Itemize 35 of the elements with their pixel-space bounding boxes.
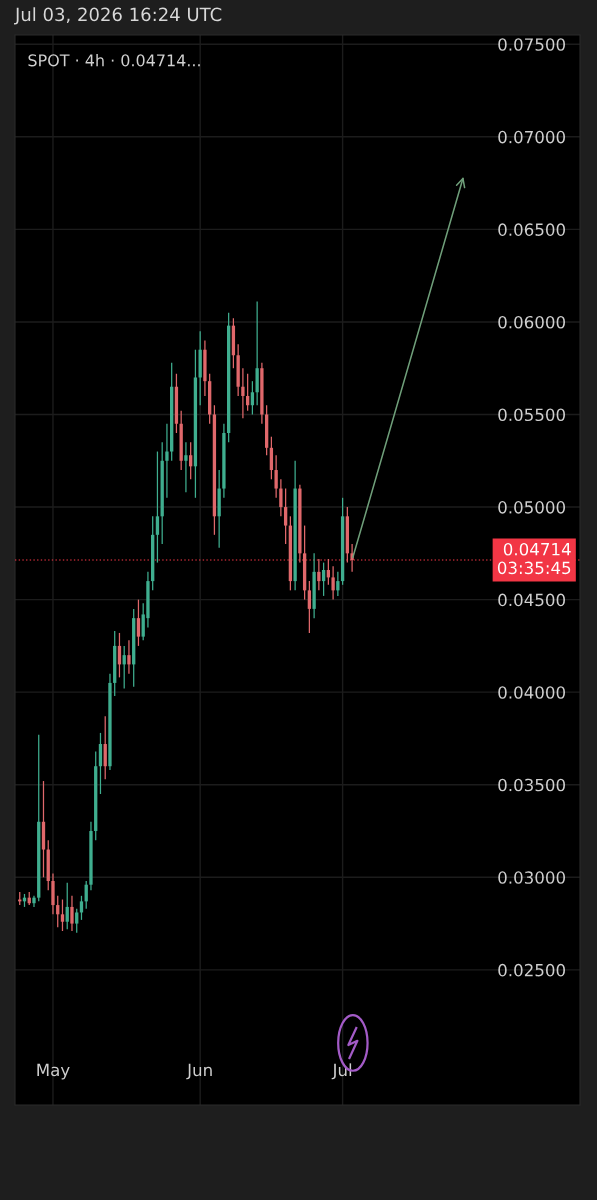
- y-tick-label: 0.05500: [498, 408, 565, 422]
- y-tick-label: 0.07000: [498, 130, 565, 144]
- y-tick-label: 0.07500: [498, 38, 565, 51]
- candlestick: [307, 580, 312, 634]
- x-tick-label: May: [37, 1063, 70, 1080]
- text: SPOT · 4h · 0.04714...: [28, 54, 200, 67]
- x-tick-label: Jun: [186, 1063, 212, 1080]
- y-tick-label: 0.02500: [498, 963, 565, 977]
- y-tick-label: 0.03500: [498, 778, 565, 792]
- y-tick-label: 0.03000: [498, 871, 565, 884]
- chart-title: Jul 03, 2026 16:24 UTC: [14, 7, 222, 25]
- ref-line-label: 0.04714 03:35:45: [497, 542, 571, 575]
- y-tick-label: 0.06000: [498, 315, 565, 329]
- candlestick: [331, 565, 335, 601]
- candlestick: [274, 454, 278, 499]
- candlestick: [350, 543, 354, 573]
- y-tick-label: 0.04000: [498, 686, 565, 699]
- candlestick: [184, 441, 188, 493]
- candlestick: [283, 487, 288, 545]
- candlestick: [155, 450, 160, 564]
- candlestick: [241, 367, 245, 419]
- candlestick: [250, 380, 255, 416]
- y-tick-label: 0.04500: [498, 593, 565, 607]
- candlestick: [165, 423, 169, 499]
- candlestick: [75, 908, 79, 934]
- candlestick: [279, 478, 283, 517]
- candlestick: [336, 571, 340, 597]
- candlestick: [127, 639, 131, 675]
- y-tick-label: 0.05000: [498, 501, 565, 514]
- candlestick: [317, 558, 321, 591]
- candlestick: [136, 598, 141, 647]
- y-tick-label: 0.06500: [498, 223, 565, 236]
- candlestick: [65, 882, 69, 930]
- candlestick: [70, 895, 74, 932]
- candlestick: [60, 898, 65, 932]
